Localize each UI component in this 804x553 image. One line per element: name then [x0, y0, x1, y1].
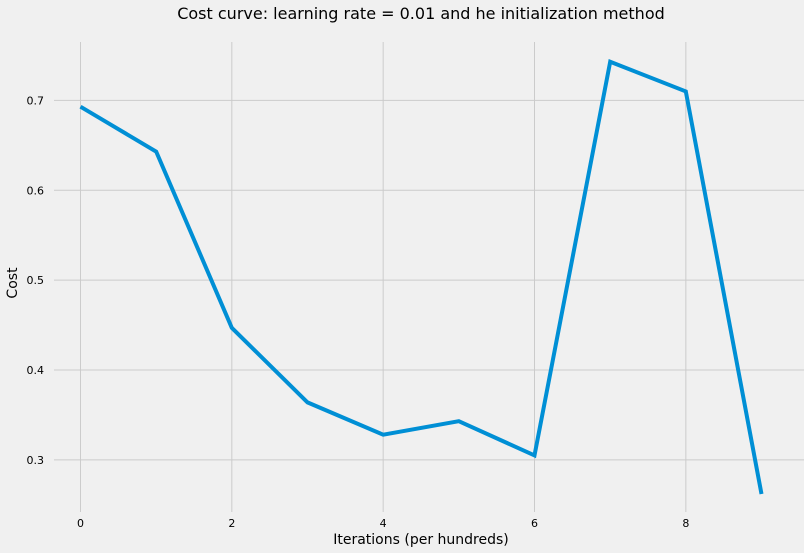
x-tick-label: 6: [531, 517, 538, 530]
series-group: [79, 59, 764, 495]
y-gridlines: [54, 99, 804, 461]
y-tick-label: 0.4: [27, 364, 45, 377]
x-tick-label: 0: [77, 517, 84, 530]
x-tick-label: 4: [380, 517, 387, 530]
cost-series-line: [79, 59, 764, 495]
y-tick-label: 0.6: [27, 184, 45, 197]
y-tick-labels: 0.3 0.4 0.5 0.6 0.7: [27, 94, 45, 466]
x-tick-label: 2: [228, 517, 235, 530]
y-axis-label: Cost: [5, 267, 21, 299]
x-tick-label: 8: [682, 517, 689, 530]
y-tick-label: 0.7: [27, 94, 45, 107]
y-tick-label: 0.3: [27, 454, 45, 467]
x-tick-labels: 0 2 4 6 8: [77, 517, 689, 530]
y-tick-label: 0.5: [27, 274, 45, 287]
x-gridlines: [79, 42, 687, 512]
chart-title: Cost curve: learning rate = 0.01 and he …: [177, 4, 665, 23]
x-axis-label: Iterations (per hundreds): [333, 532, 509, 548]
